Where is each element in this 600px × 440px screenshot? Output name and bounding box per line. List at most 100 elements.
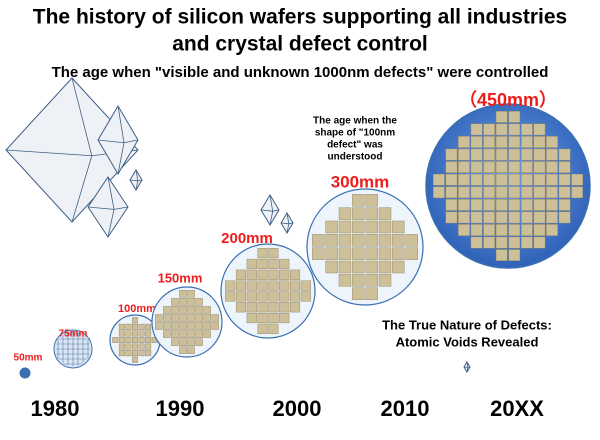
- chip: [225, 291, 236, 302]
- chip: [352, 247, 365, 260]
- chip: [483, 199, 495, 211]
- chip: [470, 224, 483, 236]
- chip: [279, 258, 290, 270]
- chip: [508, 110, 521, 123]
- chip: [483, 173, 495, 186]
- chip: [521, 136, 533, 148]
- subtitle: The age when "visible and unknown 1000nm…: [52, 64, 549, 81]
- chip: [508, 161, 521, 173]
- wafer: 75mm: [53, 329, 93, 369]
- chip: [132, 317, 138, 324]
- chip: [246, 258, 257, 270]
- chip: [521, 224, 533, 236]
- note-line: The True Nature of Defects:: [382, 317, 552, 332]
- chip: [171, 330, 179, 338]
- year-label: 2010: [381, 396, 430, 421]
- chip: [145, 330, 152, 337]
- title-line: The history of silicon wafers supporting…: [33, 6, 567, 29]
- chip: [445, 148, 458, 161]
- chip: [508, 123, 521, 136]
- chip: [155, 322, 163, 330]
- chip: [132, 337, 138, 343]
- chip: [483, 148, 495, 161]
- chip: [257, 258, 268, 270]
- chip: [187, 322, 195, 330]
- chip: [195, 338, 203, 346]
- year-label: 2000: [273, 396, 322, 421]
- wafer-label: 75mm: [59, 329, 88, 340]
- chip: [325, 247, 338, 260]
- chip: [203, 330, 211, 338]
- chip: [279, 269, 290, 280]
- chip: [495, 161, 508, 173]
- chip: [138, 343, 145, 350]
- chip: [163, 322, 171, 330]
- chip: [392, 260, 405, 274]
- chip: [521, 186, 533, 199]
- chip: [138, 330, 145, 337]
- chip: [508, 199, 521, 211]
- note-line: The age when the: [313, 116, 397, 127]
- chip: [470, 186, 483, 199]
- chip: [118, 350, 125, 357]
- chip: [533, 173, 546, 186]
- chip: [246, 269, 257, 280]
- chip: [257, 323, 268, 334]
- chip: [495, 236, 508, 249]
- chip: [546, 173, 558, 186]
- chip: [132, 330, 138, 337]
- chip: [132, 323, 138, 330]
- chip: [289, 302, 301, 313]
- chip: [458, 211, 470, 224]
- chip: [171, 314, 179, 322]
- chip: [268, 302, 279, 313]
- chip: [365, 247, 378, 260]
- wafer-label: 150mm: [158, 270, 203, 285]
- chip: [571, 173, 584, 186]
- chip: [546, 161, 558, 173]
- chip: [235, 280, 247, 291]
- chip: [268, 258, 279, 270]
- chip: [257, 248, 268, 259]
- octahedron-edge: [260, 209, 273, 212]
- chip: [187, 290, 195, 298]
- defect-shapes: [5, 77, 471, 373]
- chip: [289, 280, 301, 291]
- wafer-disc: [151, 286, 223, 358]
- chip: [483, 123, 495, 136]
- chip: [365, 194, 378, 207]
- wafer: 200mm: [220, 230, 316, 339]
- chip: [533, 161, 546, 173]
- chip: [257, 312, 268, 324]
- wafer-label: （450mm）: [459, 90, 557, 110]
- chip: [138, 323, 145, 330]
- chip: [312, 234, 325, 247]
- chip: [257, 291, 268, 302]
- chip: [179, 322, 187, 330]
- chip: [378, 274, 392, 287]
- chip: [300, 280, 311, 291]
- chip: [365, 274, 378, 287]
- chip: [187, 338, 195, 346]
- chip: [533, 136, 546, 148]
- chip: [432, 186, 445, 199]
- chip: [145, 350, 152, 357]
- chip: [118, 337, 125, 343]
- chip: [235, 302, 247, 313]
- chip: [289, 291, 301, 302]
- octahedron-edge: [123, 139, 139, 144]
- chip: [203, 322, 211, 330]
- chip: [495, 224, 508, 236]
- chip: [495, 211, 508, 224]
- chip: [365, 260, 378, 274]
- chip: [246, 280, 257, 291]
- chip: [508, 148, 521, 161]
- chip: [338, 220, 352, 234]
- chip: [132, 350, 138, 357]
- chip: [470, 211, 483, 224]
- chip: [352, 260, 365, 274]
- octahedron: [97, 105, 139, 175]
- chip: [211, 322, 219, 330]
- chip: [187, 298, 195, 306]
- chip: [132, 343, 138, 350]
